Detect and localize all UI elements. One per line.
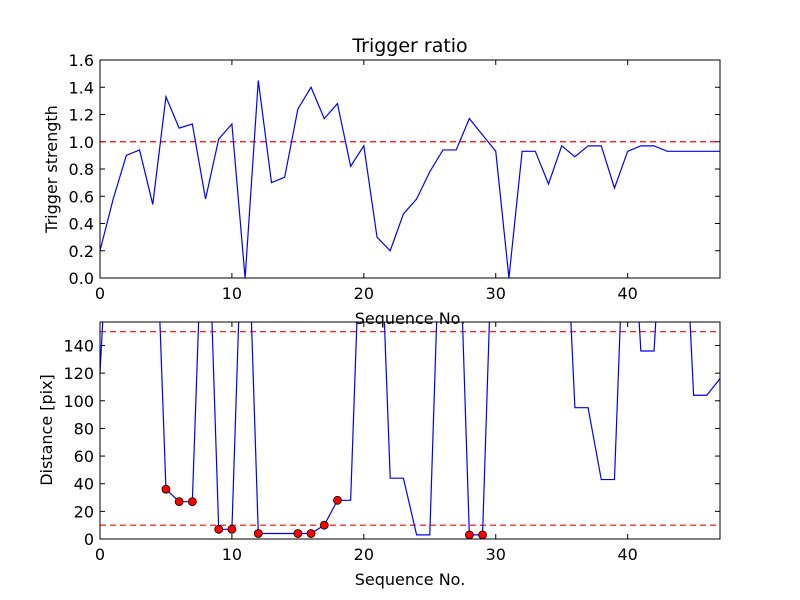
chart-title: Trigger ratio: [351, 35, 467, 57]
y-tick-label: 0.2: [69, 242, 94, 261]
x-tick-label: 10: [222, 284, 242, 303]
series-line: [100, 322, 720, 536]
data-point: [306, 529, 316, 538]
y-tick-label: 20: [74, 502, 94, 521]
trigger-ratio-chart: Trigger ratio 0 10 20 30 40 0.0 0.2 0.4 0.6 0.8 1.…: [42, 35, 721, 328]
x-tick-label: 0: [95, 545, 105, 564]
y-tick-label: 100: [63, 392, 94, 411]
x-axis-label: Sequence No.: [355, 309, 466, 328]
y-tick-label: 1.2: [69, 106, 94, 125]
y-tick-label: 40: [74, 475, 94, 494]
data-point: [293, 529, 303, 538]
x-tick-label: 0: [95, 284, 105, 303]
data-point: [227, 524, 237, 534]
x-tick-label: 40: [617, 545, 637, 564]
x-tick-label: 10: [222, 545, 242, 564]
series-line: [100, 80, 720, 278]
y-tick-label: 140: [63, 336, 94, 355]
data-point: [253, 529, 263, 538]
y-tick-label: 1.4: [69, 78, 94, 97]
tick-group: 0 10 20 30 40 0.0 0.2 0.4 0.6 0.8 1.0 1.2 1.4 1.6: [69, 51, 720, 303]
x-tick-label: 30: [486, 284, 506, 303]
y-axis-label: Trigger strength: [42, 105, 61, 234]
distance-chart: 0 10 20 30 40 0 20 40 60 80 100 120 140 Sequence No.…: [37, 321, 721, 589]
axes-frame: [99, 321, 721, 540]
y-tick-label: 0.0: [69, 269, 94, 288]
data-point: [319, 520, 329, 530]
y-tick-label: 80: [74, 419, 94, 438]
series-lines: [100, 80, 720, 278]
x-tick-label: 20: [354, 284, 374, 303]
data-point: [214, 524, 224, 534]
x-tick-label: 20: [354, 545, 374, 564]
data-point: [174, 497, 184, 507]
data-point: [478, 530, 487, 539]
series-lines: [100, 322, 720, 536]
x-axis-label: Sequence No.: [355, 570, 466, 589]
x-tick-label: 40: [617, 284, 637, 303]
data-point: [161, 484, 171, 494]
y-tick-label: 60: [74, 447, 94, 466]
tick-group: 0 10 20 30 40 0 20 40 60 80 100 120 140: [63, 322, 720, 564]
y-tick-label: 0.6: [69, 187, 94, 206]
y-tick-label: 0.8: [69, 160, 94, 179]
y-tick-label: 0.4: [69, 215, 94, 234]
y-tick-label: 1.0: [69, 133, 94, 152]
data-point: [464, 530, 474, 539]
y-tick-label: 120: [63, 364, 94, 383]
data-point: [187, 497, 197, 507]
data-point: [333, 495, 342, 505]
y-tick-label: 1.6: [69, 51, 94, 70]
axes-frame: [99, 59, 721, 279]
reference-lines: [100, 331, 720, 526]
y-tick-label: 0: [84, 530, 94, 549]
y-axis-label: Distance [pix]: [37, 374, 56, 486]
x-tick-label: 30: [486, 545, 506, 564]
